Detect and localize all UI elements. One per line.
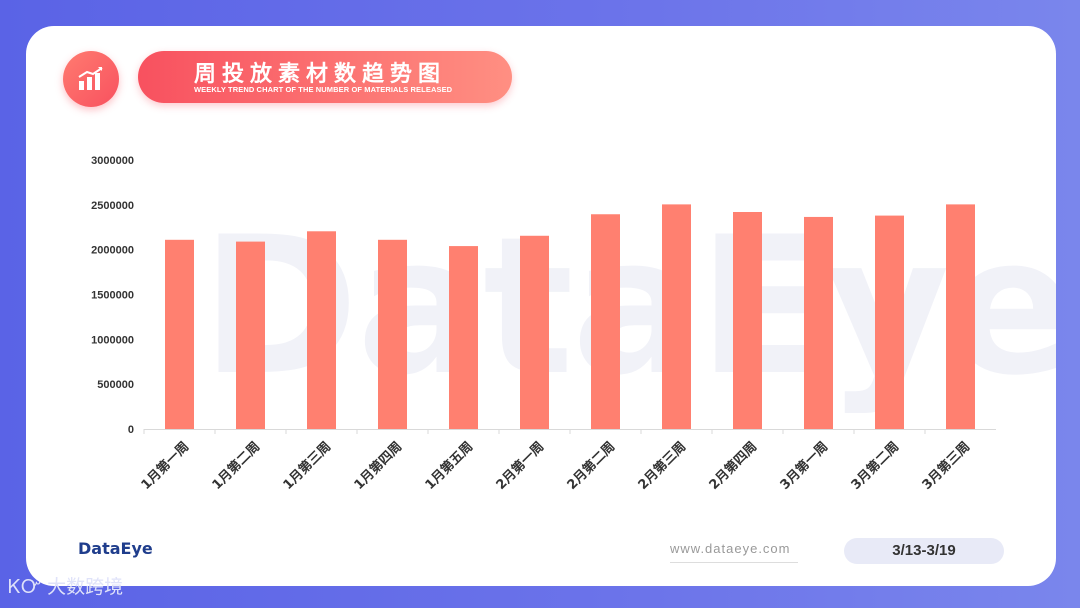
x-tick-label: 2月第一周 [493,439,547,493]
title-banner: 周投放素材数趋势图 WEEKLY TREND CHART OF THE NUMB… [138,51,512,103]
brand-watermark: ᏦᏅ 大数跨境 [8,572,123,599]
bar [733,212,762,429]
brand-text: 大数跨境 [47,576,124,598]
x-tick-label: 1月第三周 [280,439,334,493]
chart-card: DataEye 周投放素材数趋势图 WEEKLY TREND CHART OF … [26,26,1056,586]
x-tick-label: 3月第三周 [919,439,973,493]
y-tick-label: 500000 [97,379,134,391]
x-tick-label: 3月第二周 [848,439,902,493]
footer-url[interactable]: www.dataeye.com [670,541,791,556]
bar [520,235,549,429]
x-tick-label: 1月第二周 [209,439,263,493]
bar-chart: 0 500000 1000000 1500000 2000000 2500000 30000… [91,155,996,493]
x-tick-label: 1月第五周 [422,439,476,493]
y-tick-label: 1500000 [91,290,134,302]
y-tick-label: 3000000 [91,155,134,167]
x-tick-label: 1月第四周 [351,439,405,493]
x-tick-label: 2月第二周 [564,439,618,493]
y-tick-label: 2000000 [91,245,134,257]
bar [662,204,691,429]
bar [236,241,265,429]
footer-divider [670,562,798,563]
bar-chart-trend-icon [63,51,119,107]
brand-logo-icon: ᏦᏅ [8,576,42,598]
page-subtitle: WEEKLY TREND CHART OF THE NUMBER OF MATE… [194,85,453,94]
bar [307,231,336,429]
bar [591,214,620,429]
bar [165,239,194,429]
x-tick-label: 2月第三周 [635,439,689,493]
x-tick-label: 3月第一周 [777,439,831,493]
x-tick-label: 1月第一周 [138,439,192,493]
x-tick-label: 2月第四周 [706,439,760,493]
y-tick-label: 0 [128,424,134,436]
bar [378,239,407,429]
y-tick-label: 2500000 [91,200,134,212]
date-range-badge: 3/13-3/19 [844,538,1004,564]
bar [875,215,904,429]
y-tick-label: 1000000 [91,334,134,346]
bar [946,204,975,429]
bar [449,246,478,429]
page-title: 周投放素材数趋势图 [194,62,447,87]
bar [804,216,833,429]
footer-logo: DataEye [78,539,153,558]
